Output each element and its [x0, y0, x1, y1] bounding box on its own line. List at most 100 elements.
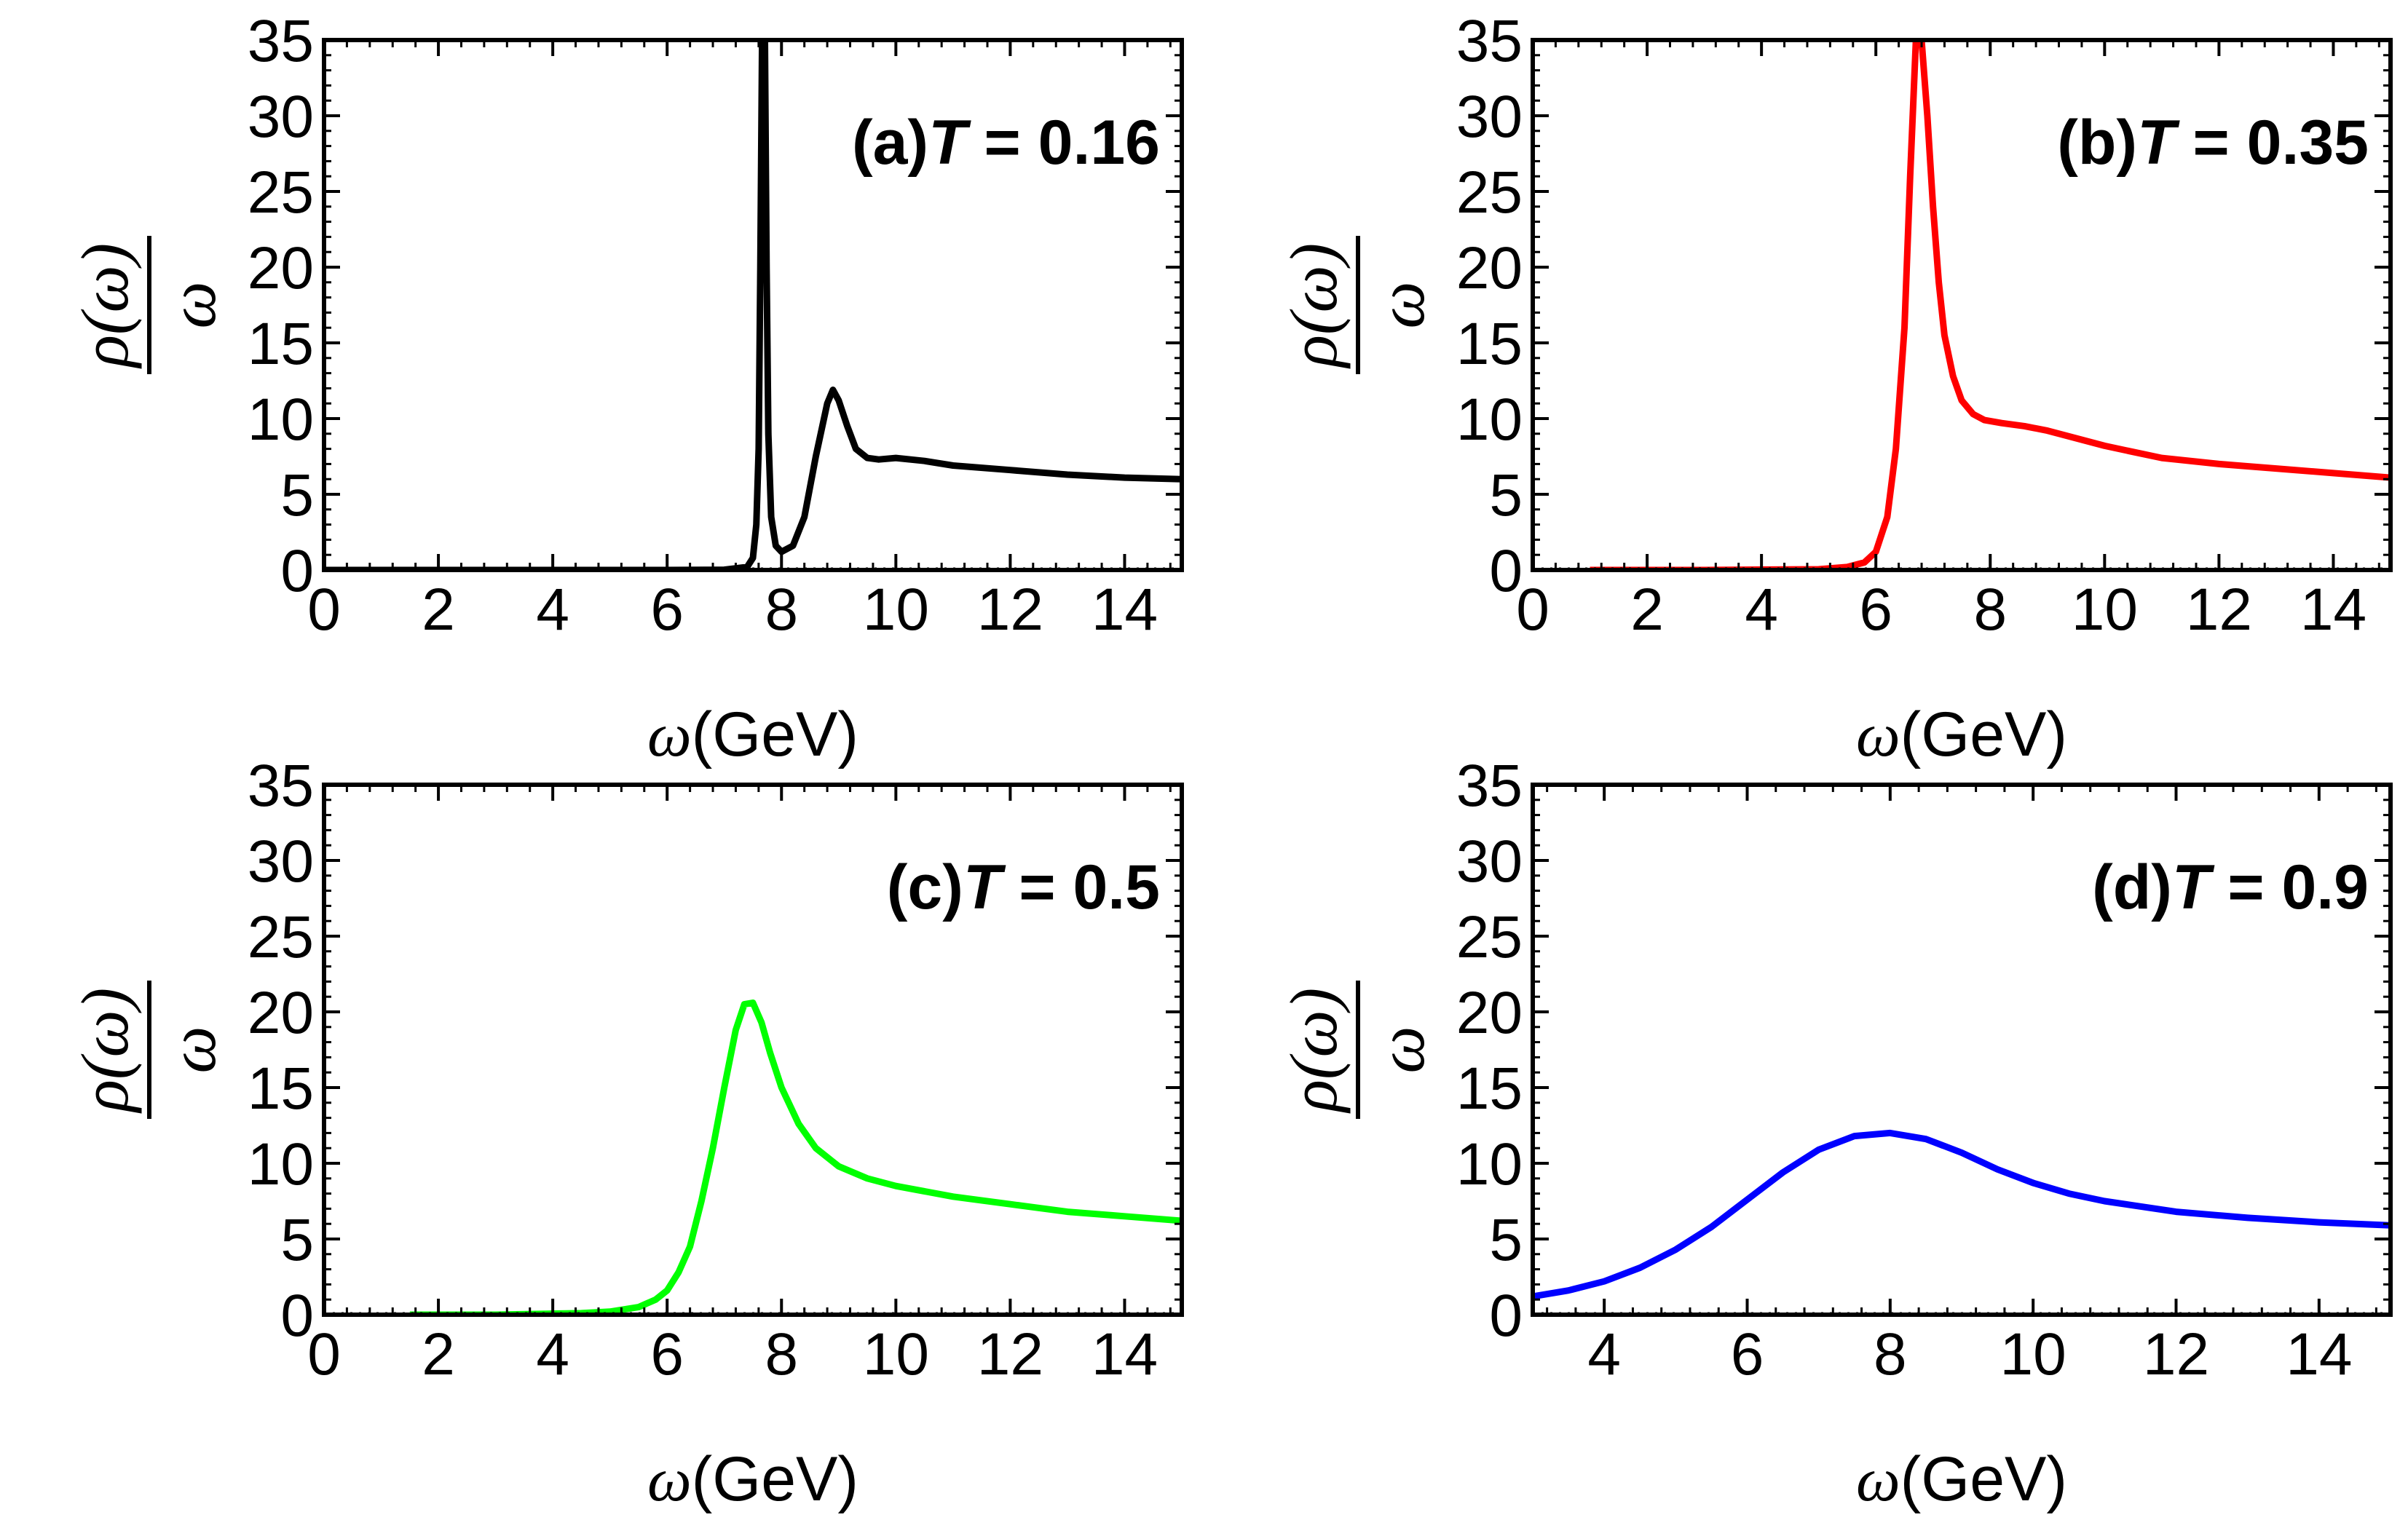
series-line	[1533, 1129, 2391, 1300]
x-tick-label: 2	[422, 1321, 455, 1387]
y-tick-label: 0	[1489, 1283, 1523, 1349]
y-tick-label: 25	[248, 904, 314, 970]
y-label-denominator: ω	[1364, 282, 1438, 329]
chart-panel-b: 0 2 4 6 8 10 12 14 0 5 10 15 20 25 30 35 (b)T = 0.35 ρ(ω)…	[1276, 8, 2393, 769]
y-tick-label: 5	[280, 1207, 314, 1273]
panel-title-value: = 0.9	[2210, 852, 2369, 922]
y-tick-label: 30	[1456, 828, 1523, 895]
y-tick-label: 20	[248, 235, 314, 301]
x-axis-label: ω(GeV)	[1856, 700, 2067, 769]
panel-title-prefix: (a)	[852, 108, 928, 178]
x-label-unit: (GeV)	[692, 700, 858, 769]
chart-panel-a: 0 2 4 6 8 10 12 14 0 5 10 15 20 25 30 35 (a)T = 0.16 ρ(ω)…	[68, 8, 1184, 769]
x-tick-label: 0	[307, 577, 341, 643]
x-label-unit: (GeV)	[692, 1444, 858, 1514]
y-tick-label: 10	[1456, 387, 1523, 453]
y-label-numerator: ρ(ω)	[1276, 988, 1351, 1114]
x-label-unit: (GeV)	[1900, 1444, 2067, 1514]
y-tick-label: 35	[248, 753, 314, 819]
y-label-denominator: ω	[155, 282, 229, 329]
y-axis-label: ρ(ω) ω	[1276, 236, 1438, 374]
y-tick-label: 20	[1456, 235, 1523, 301]
y-tick-label: 30	[248, 828, 314, 895]
x-tick-label: 8	[765, 577, 798, 643]
y-label-numerator: ρ(ω)	[68, 243, 142, 369]
panel-title: (d)T = 0.9	[2092, 852, 2369, 922]
x-tick-label: 6	[1731, 1321, 1764, 1387]
y-tick-label: 15	[248, 1056, 314, 1122]
x-label-symbol: ω	[647, 700, 692, 769]
y-tick-label: 10	[248, 387, 314, 453]
y-tick-label: 30	[1456, 84, 1523, 150]
x-tick-label: 10	[863, 577, 929, 643]
y-label-denominator: ω	[1364, 1026, 1438, 1074]
y-tick-label: 0	[280, 1283, 314, 1349]
x-tick-label: 6	[650, 1321, 684, 1387]
plot-frame	[1531, 783, 2393, 1317]
y-tick-label: 25	[1456, 159, 1523, 226]
x-label-symbol: ω	[1856, 1444, 1900, 1514]
y-tick-label: 5	[1489, 462, 1523, 529]
panel-title-prefix: (d)	[2092, 852, 2172, 922]
panel-title-var: T	[2172, 852, 2215, 922]
panel-title-value: = 0.5	[1001, 852, 1160, 922]
x-tick-label: 12	[977, 577, 1043, 643]
series-line	[324, 40, 1182, 570]
plot-frame	[322, 38, 1184, 572]
panel-title-value: = 0.16	[967, 108, 1160, 178]
y-tick-label: 15	[1456, 1056, 1523, 1122]
series-line	[409, 999, 1182, 1315]
y-tick-label: 0	[280, 538, 314, 604]
y-tick-label: 0	[1489, 538, 1523, 604]
x-label-symbol: ω	[647, 1444, 692, 1514]
panel-title-value: = 0.35	[2176, 108, 2369, 178]
panel-title: (c)T = 0.5	[887, 852, 1160, 922]
x-tick-label: 4	[1745, 577, 1778, 643]
panel-title-var: T	[2137, 108, 2180, 178]
y-tick-label: 10	[1456, 1131, 1523, 1197]
x-tick-label: 4	[536, 1321, 569, 1387]
panel-title-prefix: (b)	[2057, 108, 2137, 178]
y-tick-label: 35	[1456, 753, 1523, 819]
x-tick-label: 10	[863, 1321, 929, 1387]
x-tick-label: 2	[422, 577, 455, 643]
x-tick-label: 0	[307, 1321, 341, 1387]
x-tick-label: 12	[2186, 577, 2252, 643]
y-tick-label: 5	[1489, 1207, 1523, 1273]
y-tick-label: 30	[248, 84, 314, 150]
x-tick-label: 14	[1092, 1321, 1158, 1387]
y-label-numerator: ρ(ω)	[1276, 243, 1351, 369]
x-tick-label: 6	[650, 577, 684, 643]
x-tick-label: 6	[1859, 577, 1892, 643]
x-tick-label: 14	[2286, 1321, 2352, 1387]
y-label-numerator: ρ(ω)	[68, 988, 142, 1114]
x-tick-label: 12	[977, 1321, 1043, 1387]
x-tick-label: 2	[1630, 577, 1664, 643]
y-tick-label: 20	[248, 980, 314, 1046]
panel-title: (b)T = 0.35	[2057, 108, 2369, 178]
y-axis-label: ρ(ω) ω	[68, 981, 229, 1119]
y-tick-label: 25	[248, 159, 314, 226]
y-axis-label: ρ(ω) ω	[1276, 981, 1438, 1119]
plot-frame	[1531, 38, 2393, 572]
x-tick-label: 4	[536, 577, 569, 643]
panel-title-prefix: (c)	[887, 852, 963, 922]
panel-title-var: T	[928, 108, 971, 178]
x-tick-label: 14	[2300, 577, 2366, 643]
y-tick-label: 5	[280, 462, 314, 529]
y-tick-label: 35	[1456, 8, 1523, 74]
y-tick-label: 15	[1456, 311, 1523, 377]
series-line	[1590, 40, 2391, 570]
x-label-symbol: ω	[1856, 700, 1900, 769]
x-tick-label: 8	[765, 1321, 798, 1387]
x-axis-label: ω(GeV)	[1856, 1444, 2067, 1514]
panel-title-var: T	[963, 852, 1006, 922]
panel-title: (a)T = 0.16	[852, 108, 1160, 178]
x-axis-label: ω(GeV)	[647, 1444, 858, 1514]
x-tick-label: 14	[1092, 577, 1158, 643]
x-tick-label: 10	[2072, 577, 2138, 643]
y-label-denominator: ω	[155, 1026, 229, 1074]
